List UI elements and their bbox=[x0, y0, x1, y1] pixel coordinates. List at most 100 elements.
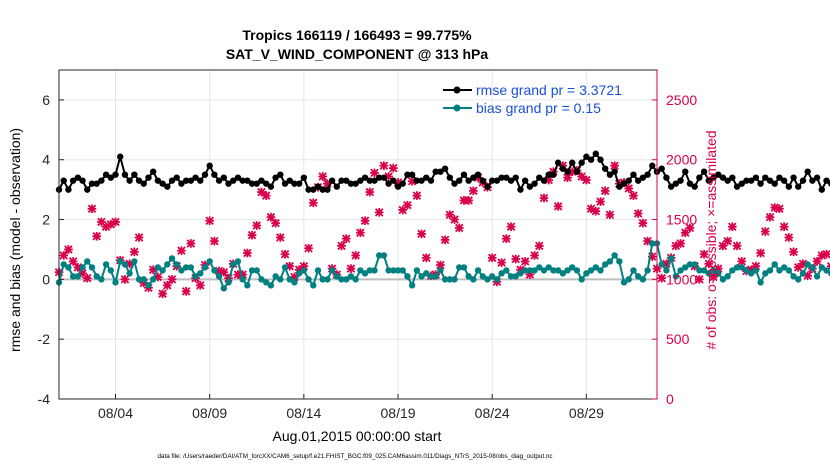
rmse-point bbox=[201, 171, 209, 178]
rmse-point bbox=[630, 171, 637, 178]
rmse-point bbox=[752, 174, 760, 181]
rmse-point bbox=[686, 180, 694, 187]
bias-point bbox=[375, 252, 383, 259]
rmse-point bbox=[493, 177, 501, 184]
bias-point bbox=[526, 267, 534, 274]
rmse-point bbox=[277, 171, 284, 178]
rmse-point bbox=[620, 180, 628, 187]
rmse-point bbox=[705, 177, 712, 184]
rmse-point bbox=[69, 177, 77, 184]
bias-point bbox=[818, 264, 826, 271]
bias-point bbox=[649, 240, 656, 247]
bias-point bbox=[164, 261, 171, 268]
rmse-point bbox=[234, 174, 242, 181]
assimilated-point bbox=[308, 198, 318, 208]
assimilated-point bbox=[464, 196, 473, 205]
rmse-point bbox=[460, 171, 468, 178]
rmse-point bbox=[79, 177, 86, 184]
assimilated-point bbox=[770, 203, 780, 212]
bias-point bbox=[366, 267, 373, 274]
rmse-point bbox=[479, 177, 486, 184]
bias-point bbox=[126, 270, 133, 277]
rmse-point bbox=[65, 186, 72, 193]
bias-point bbox=[423, 270, 430, 277]
bias-point bbox=[545, 264, 552, 271]
bias-point bbox=[521, 267, 529, 274]
bias-point bbox=[117, 258, 124, 265]
y-left-tick-label: -4 bbox=[38, 391, 51, 407]
assimilated-point bbox=[120, 275, 130, 284]
rmse-point bbox=[743, 177, 750, 184]
rmse-point bbox=[357, 177, 364, 184]
rmse-point bbox=[178, 180, 185, 187]
rmse-point bbox=[98, 177, 105, 184]
rmse-point bbox=[164, 183, 171, 190]
assimilated-point bbox=[520, 257, 530, 266]
rmse-point bbox=[126, 177, 133, 184]
y-right-tick-label: 0 bbox=[666, 391, 674, 407]
bias-point bbox=[672, 273, 680, 280]
bias-point bbox=[705, 270, 712, 277]
bias-point bbox=[244, 282, 251, 289]
rmse-point bbox=[498, 174, 505, 181]
bias-point bbox=[281, 264, 289, 271]
rmse-point bbox=[253, 180, 260, 187]
rmse-point bbox=[206, 162, 213, 169]
bias-point bbox=[380, 252, 388, 259]
rmse-point bbox=[738, 180, 745, 187]
rmse-point bbox=[248, 180, 256, 187]
assimilated-point bbox=[304, 243, 313, 253]
bias-point bbox=[578, 276, 585, 283]
bias-point bbox=[319, 276, 326, 283]
bias-point bbox=[493, 276, 501, 283]
rmse-point bbox=[117, 153, 124, 160]
bias-point bbox=[743, 267, 750, 274]
rmse-point bbox=[470, 174, 477, 181]
rmse-point bbox=[427, 177, 435, 184]
bias-point bbox=[432, 273, 439, 280]
rmse-point bbox=[230, 177, 237, 184]
bias-point bbox=[385, 267, 392, 274]
rmse-point bbox=[413, 177, 421, 184]
rmse-point bbox=[672, 180, 680, 187]
rmse-point bbox=[799, 177, 807, 184]
bias-point bbox=[305, 276, 312, 283]
bias-point bbox=[691, 261, 698, 268]
assimilated-point bbox=[271, 218, 280, 228]
assimilated-point bbox=[341, 234, 351, 244]
assimilated-point bbox=[337, 241, 346, 251]
rmse-point bbox=[715, 171, 722, 178]
rmse-point bbox=[84, 186, 91, 193]
rmse-point bbox=[211, 171, 218, 178]
rmse-point bbox=[225, 180, 232, 187]
assimilated-point bbox=[370, 168, 379, 178]
rmse-point bbox=[474, 171, 482, 178]
rmse-point bbox=[762, 174, 769, 181]
bias-point bbox=[74, 273, 82, 280]
bias-point bbox=[272, 273, 279, 280]
bias-point bbox=[503, 267, 510, 274]
bias-point bbox=[437, 267, 444, 274]
assimilated-point bbox=[421, 253, 431, 263]
bias-point bbox=[324, 276, 331, 283]
bias-point bbox=[658, 261, 665, 268]
assimilated-point bbox=[243, 248, 252, 258]
assimilated-point bbox=[784, 233, 794, 242]
rmse-point bbox=[573, 168, 581, 175]
assimilated-point bbox=[638, 218, 648, 228]
rmse-point bbox=[324, 186, 331, 193]
rmse-point bbox=[757, 180, 764, 187]
rmse-point bbox=[592, 150, 599, 157]
bias-point bbox=[286, 276, 293, 283]
footnote: data file: /Users/raeder/DAI/ATM_forcXX/… bbox=[157, 453, 552, 460]
assimilated-point bbox=[436, 260, 445, 270]
assimilated-point bbox=[539, 193, 549, 203]
rmse-point bbox=[545, 171, 552, 178]
rmse-point bbox=[432, 168, 439, 175]
rmse-point bbox=[380, 174, 388, 181]
assimilated-point bbox=[756, 248, 765, 258]
bias-point bbox=[733, 264, 741, 271]
assimilated-point bbox=[591, 206, 601, 216]
rmse-point bbox=[145, 174, 152, 181]
rmse-point bbox=[503, 174, 510, 181]
